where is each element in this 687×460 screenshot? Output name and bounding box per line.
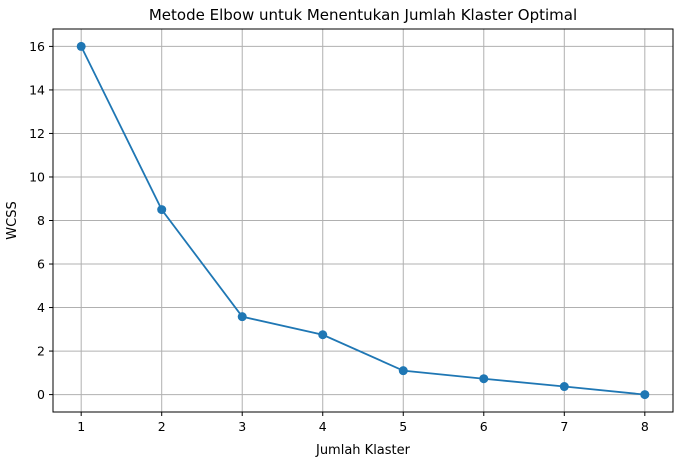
y-tick-label: 16 (29, 39, 45, 54)
data-point (76, 41, 86, 51)
y-tick-label: 0 (37, 387, 45, 402)
data-point (640, 390, 650, 400)
y-tick-label: 2 (37, 344, 45, 359)
grid (53, 29, 673, 412)
y-axis-label: WCSS (5, 201, 20, 239)
x-tick-label: 3 (238, 419, 246, 434)
x-tick-label: 5 (399, 419, 407, 434)
series-elbow (76, 41, 650, 400)
data-point (237, 312, 247, 322)
data-point (157, 205, 167, 215)
x-tick-label: 6 (480, 419, 488, 434)
y-tick-label: 6 (37, 257, 45, 272)
y-tick-label: 12 (29, 126, 45, 141)
data-point (479, 374, 489, 384)
y-tick-label: 8 (37, 213, 45, 228)
x-tick-label: 2 (158, 419, 166, 434)
series-line (80, 46, 645, 396)
data-point (398, 366, 408, 376)
y-tick-label: 10 (29, 169, 45, 184)
y-tick-label: 4 (37, 300, 45, 315)
y-tick-label: 14 (29, 82, 45, 97)
x-tick-label: 7 (560, 419, 568, 434)
x-tick-label: 1 (77, 419, 85, 434)
x-axis-label: Jumlah Klaster (315, 443, 411, 458)
data-point (559, 382, 569, 392)
x-tick-label: 8 (641, 419, 649, 434)
x-tick-label: 4 (319, 419, 327, 434)
chart-title: Metode Elbow untuk Menentukan Jumlah Kla… (149, 6, 577, 24)
data-point (318, 330, 328, 340)
